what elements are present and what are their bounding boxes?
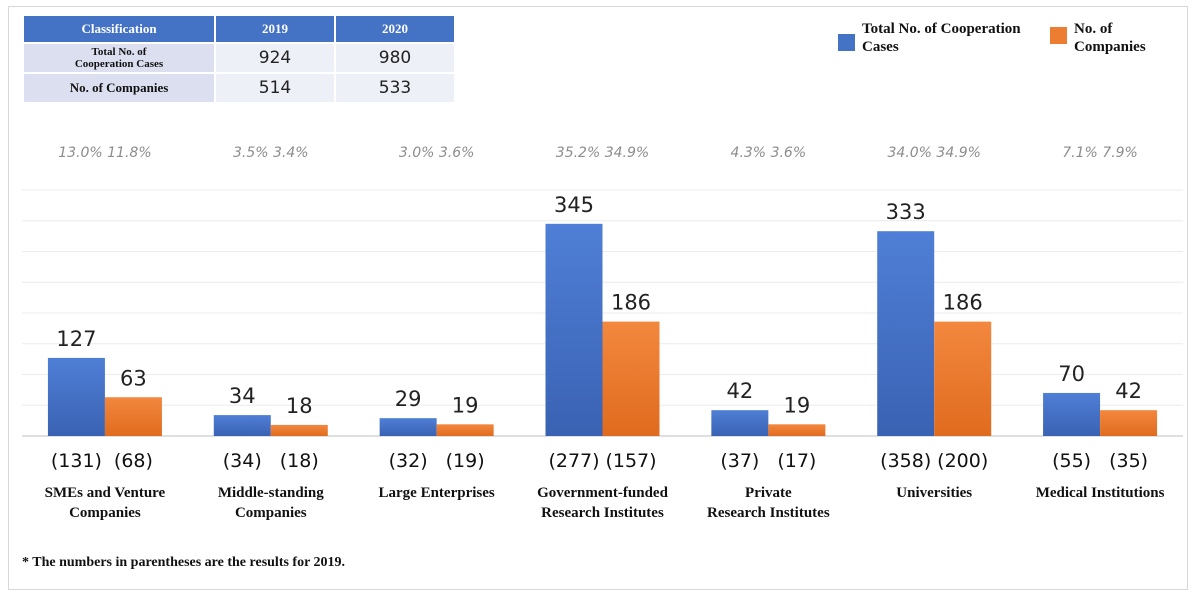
category-label-line: Middle-standing <box>218 485 324 501</box>
previous-year-label-total: (32) <box>389 450 428 472</box>
previous-year-label-total: (131) <box>51 450 102 472</box>
table-cell-2019: 924 <box>216 44 334 72</box>
bar-total-cases <box>47 357 105 436</box>
previous-year-label-companies: (200) <box>937 450 988 472</box>
bar-total-cases <box>213 415 271 436</box>
category-label: Middle-standing Companies <box>218 485 324 521</box>
data-label-total-cases: 34 <box>229 384 256 408</box>
previous-year-label-total: (277) <box>548 450 599 472</box>
legend-label: Total No. of Cooperation Cases <box>862 21 1021 55</box>
previous-year-label-total: (55) <box>1052 450 1091 472</box>
table-cell-2020: 980 <box>336 44 454 72</box>
previous-year-label-companies: (68) <box>114 450 153 472</box>
data-label-companies: 19 <box>452 393 479 417</box>
category-label-line: Private <box>745 485 792 501</box>
category-label-line: Research Institutes <box>541 505 664 521</box>
percent-label: 3.5% 3.4% <box>233 145 309 161</box>
category-label-line: Companies <box>235 505 307 521</box>
previous-year-label-companies: (19) <box>446 450 485 472</box>
bar-companies <box>1100 410 1158 436</box>
bar-total-cases <box>545 223 603 436</box>
data-label-total-cases: 42 <box>726 379 753 403</box>
legend-label: No. of Companies <box>1074 21 1146 55</box>
percent-label: 3.0% 3.6% <box>399 145 475 161</box>
percent-label: 13.0% 11.8% <box>58 145 151 161</box>
bar-companies <box>768 424 826 436</box>
category-label-line: Large Enterprises <box>379 485 495 501</box>
category-label: Medical Institutions <box>1036 485 1165 501</box>
footnote: * The numbers in parentheses are the res… <box>22 555 346 570</box>
bar-total-cases <box>1043 392 1101 436</box>
data-label-total-cases: 333 <box>886 200 926 224</box>
percent-label: 34.0% 34.9% <box>888 145 981 161</box>
previous-year-label-companies: (18) <box>280 450 319 472</box>
data-label-companies: 186 <box>943 291 983 315</box>
category-label-line: Research Institutes <box>707 505 830 521</box>
previous-year-label-companies: (17) <box>777 450 816 472</box>
previous-year-label-total: (34) <box>223 450 262 472</box>
legend: Total No. of Cooperation Cases No. of Co… <box>838 20 1183 70</box>
percent-label: 4.3% 3.6% <box>731 145 807 161</box>
category-label: Private Research Institutes <box>707 485 830 521</box>
data-label-companies: 186 <box>611 291 651 315</box>
table-row-label: No. of Companies <box>24 74 214 102</box>
data-label-companies: 19 <box>783 393 810 417</box>
data-label-total-cases: 127 <box>56 327 96 351</box>
bar-companies <box>104 397 162 436</box>
data-label-companies: 42 <box>1115 379 1142 403</box>
table-header-row: Classification 2019 2020 <box>24 16 454 42</box>
bar-total-cases <box>711 410 769 436</box>
category-label-line: Government-funded <box>537 485 668 501</box>
bar-companies <box>602 321 660 436</box>
percent-label: 7.1% 7.9% <box>1062 145 1138 161</box>
category-label: SMEs and Venture Companies <box>45 485 166 521</box>
table-header-2020: 2020 <box>336 16 454 42</box>
data-label-total-cases: 345 <box>554 193 594 217</box>
bar-total-cases <box>877 231 935 436</box>
category-label-line: Universities <box>896 485 972 501</box>
previous-year-label-total: (358) <box>880 450 931 472</box>
category-label-line: Medical Institutions <box>1036 485 1165 501</box>
data-label-total-cases: 70 <box>1058 362 1085 386</box>
table-header-2019: 2019 <box>216 16 334 42</box>
table-row: Total No. of Cooperation Cases 924 980 <box>24 44 454 72</box>
previous-year-label-companies: (35) <box>1109 450 1148 472</box>
category-label-line: Companies <box>69 505 141 521</box>
data-label-companies: 18 <box>286 394 313 418</box>
category-label-line: SMEs and Venture <box>45 485 166 501</box>
category-label: Large Enterprises <box>379 485 495 501</box>
table-cell-2020: 533 <box>336 74 454 102</box>
category-label: Government-funded Research Institutes <box>537 485 668 521</box>
previous-year-label-companies: (157) <box>605 450 656 472</box>
bar-companies <box>934 321 992 436</box>
table-header-classification: Classification <box>24 16 214 42</box>
bar-companies <box>270 424 328 436</box>
table-cell-2019: 514 <box>216 74 334 102</box>
bar-companies <box>436 424 494 436</box>
data-label-companies: 63 <box>120 366 147 390</box>
bar-total-cases <box>379 418 437 436</box>
previous-year-label-total: (37) <box>720 450 759 472</box>
table-row-label: Total No. of Cooperation Cases <box>24 44 214 72</box>
table-row-label-text: Total No. of Cooperation Cases <box>74 46 164 70</box>
summary-table: Classification 2019 2020 Total No. of Co… <box>22 14 456 104</box>
legend-swatch-total <box>838 34 855 51</box>
percent-label: 35.2% 34.9% <box>556 145 649 161</box>
category-label: Universities <box>896 485 972 501</box>
table-row: No. of Companies 514 533 <box>24 74 454 102</box>
data-label-total-cases: 29 <box>395 387 422 411</box>
legend-swatch-companies <box>1050 27 1067 44</box>
